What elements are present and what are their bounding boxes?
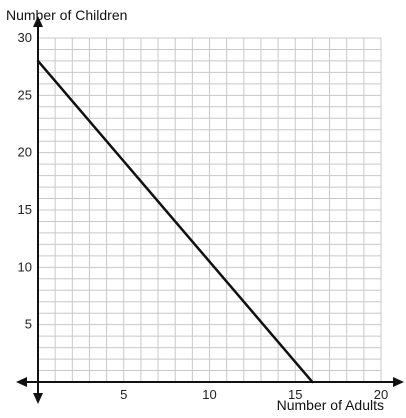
axes xyxy=(16,16,404,404)
y-tick-label: 20 xyxy=(18,145,32,160)
y-tick-label: 15 xyxy=(18,202,32,217)
tick-labels: 5 10 15 20 5 10 15 20 25 30 xyxy=(18,30,389,402)
y-tick-label: 10 xyxy=(18,259,32,274)
x-tick-label: 20 xyxy=(374,387,388,402)
series xyxy=(36,59,314,384)
x-tick-label: 5 xyxy=(120,387,127,402)
y-tick-label: 5 xyxy=(25,317,32,332)
y-tick-label: 30 xyxy=(18,30,32,45)
y-tick-label: 25 xyxy=(18,87,32,102)
x-axis-arrow-left xyxy=(16,377,27,387)
y-axis-title: Number of Children xyxy=(6,7,127,23)
y-axis-arrow-up xyxy=(33,16,43,27)
x-tick-label: 15 xyxy=(288,387,302,402)
x-axis-title: Number of Adults xyxy=(277,397,384,413)
data-line xyxy=(36,59,314,384)
y-axis-arrow-down xyxy=(33,393,43,404)
x-tick-label: 10 xyxy=(202,387,216,402)
grid xyxy=(37,37,382,383)
x-axis-arrow-right xyxy=(393,377,404,387)
